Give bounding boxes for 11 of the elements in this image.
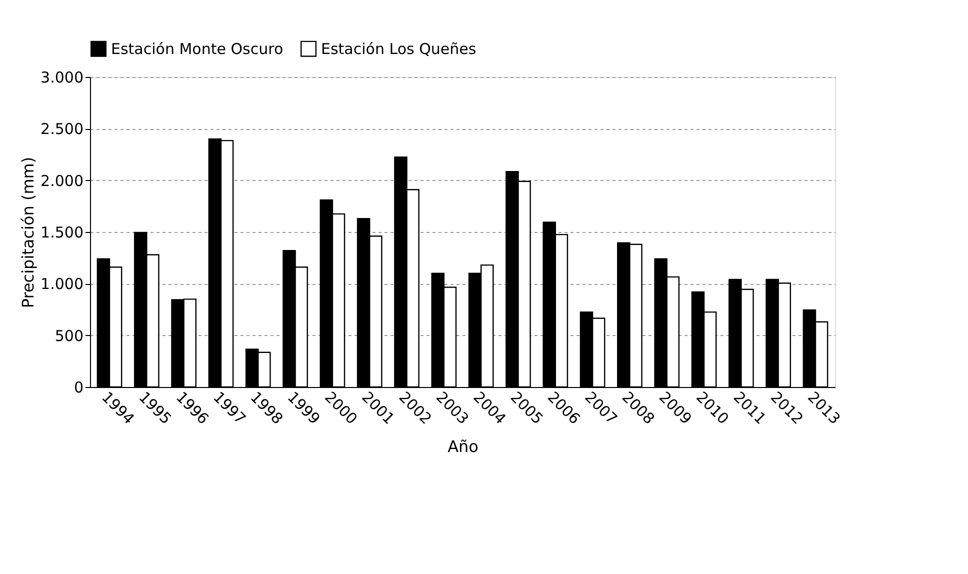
legend-label: Estación Monte Oscuro xyxy=(111,40,284,58)
y-tick-label: 2.500 xyxy=(40,120,84,138)
legend-label: Estación Los Queñes xyxy=(321,40,476,58)
y-tick-label: 500 xyxy=(54,326,84,345)
y-tick-label: 3.000 xyxy=(40,68,84,86)
y-tick-label: 1.000 xyxy=(40,275,84,294)
y-axis-title: Precipitación (mm) xyxy=(18,156,38,308)
x-axis-title: Año xyxy=(448,437,478,456)
y-tick-label: 1.500 xyxy=(40,224,84,242)
y-tick-label: 2.000 xyxy=(40,172,84,190)
y-tick-label: 0 xyxy=(74,378,84,396)
